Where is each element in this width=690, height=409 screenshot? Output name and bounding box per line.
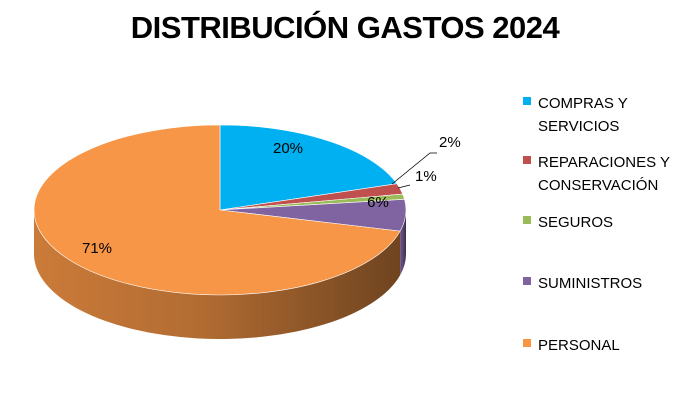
leader-line-reparaciones xyxy=(391,152,437,185)
legend-swatch-seguros xyxy=(523,216,531,224)
pie-slice-compras xyxy=(219,124,398,211)
legend-swatch-suministros xyxy=(523,277,531,285)
data-label-seguros: 1% xyxy=(415,168,437,185)
legend-label-personal: PERSONAL xyxy=(538,337,620,354)
data-label-reparaciones: 2% xyxy=(439,134,461,151)
legend-swatch-personal xyxy=(523,339,531,347)
legend-swatch-compras xyxy=(523,97,531,105)
data-label-suministros: 6% xyxy=(367,194,389,211)
pie-side-suministros xyxy=(400,210,406,276)
chart-title: DISTRIBUCIÓN GASTOS 2024 xyxy=(130,10,560,45)
legend-label-seguros: SEGUROS xyxy=(538,214,614,231)
data-label-personal: 71% xyxy=(82,240,112,257)
leader-line-seguros xyxy=(397,184,411,189)
pie-slice-personal xyxy=(33,124,401,296)
legend-label-reparaciones: REPARACIONES Y CONSERVACIÓN xyxy=(538,154,670,194)
legend-label-compras: COMPRAS Y SERVICIOS xyxy=(538,95,628,135)
legend-swatch-reparaciones xyxy=(523,156,531,164)
legend-label-suministros: SUMINISTROS xyxy=(538,275,643,292)
data-label-compras: 20% xyxy=(273,140,303,157)
pie-side-personal xyxy=(34,210,401,339)
